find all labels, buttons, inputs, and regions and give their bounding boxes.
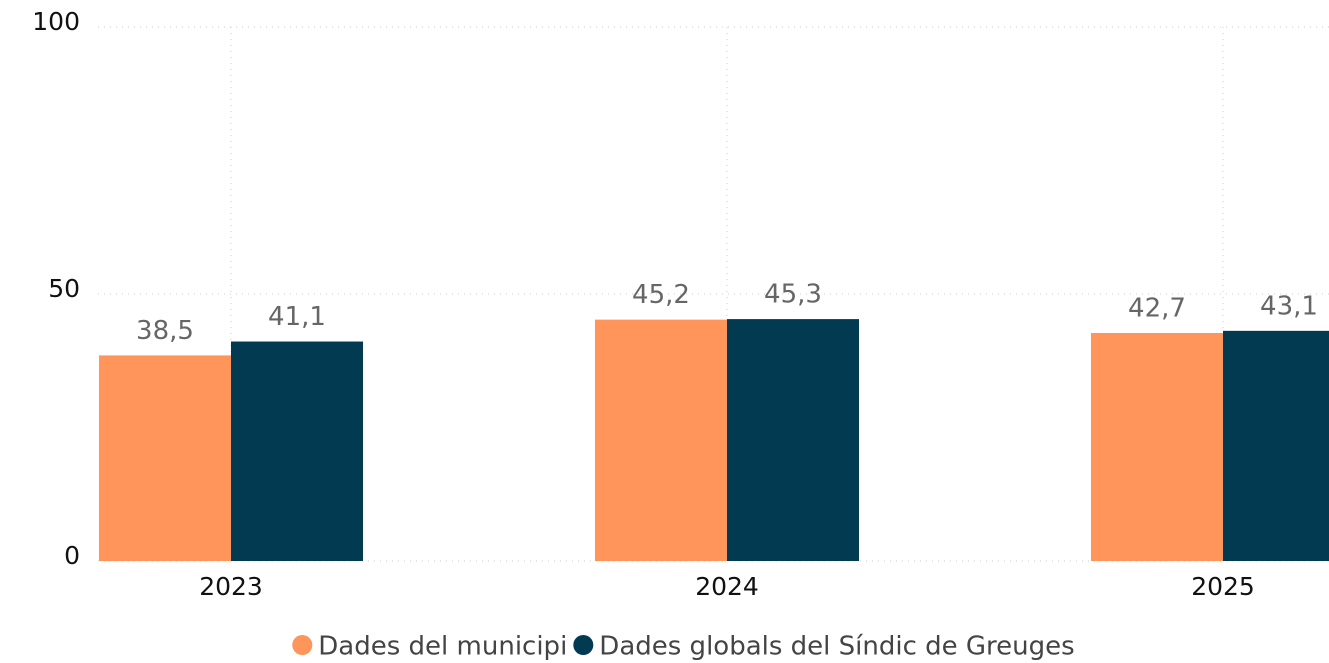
value-label: 41,1 <box>268 302 326 332</box>
value-label: 42,7 <box>1128 293 1186 323</box>
bar <box>231 341 363 561</box>
bar <box>1223 330 1329 561</box>
x-tick-label: 2023 <box>199 572 263 601</box>
x-tick-label: 2024 <box>695 572 759 601</box>
y-tick-label: 100 <box>32 7 80 36</box>
bar <box>99 355 231 561</box>
legend-marker <box>292 635 313 655</box>
y-tick-label: 0 <box>64 541 80 570</box>
value-label: 45,2 <box>632 280 690 310</box>
legend-marker <box>573 635 594 655</box>
bar <box>595 319 727 561</box>
value-label: 43,1 <box>1260 291 1318 321</box>
bar <box>1091 332 1223 561</box>
legend-label: Dades del municipi <box>318 632 567 662</box>
value-label: 38,5 <box>136 316 194 346</box>
x-tick-label: 2025 <box>1191 572 1255 601</box>
value-label: 45,3 <box>764 280 822 310</box>
bar <box>727 319 859 561</box>
legend-label: Dades globals del Síndic de Greuges <box>599 632 1074 662</box>
y-tick-label: 50 <box>48 274 80 303</box>
